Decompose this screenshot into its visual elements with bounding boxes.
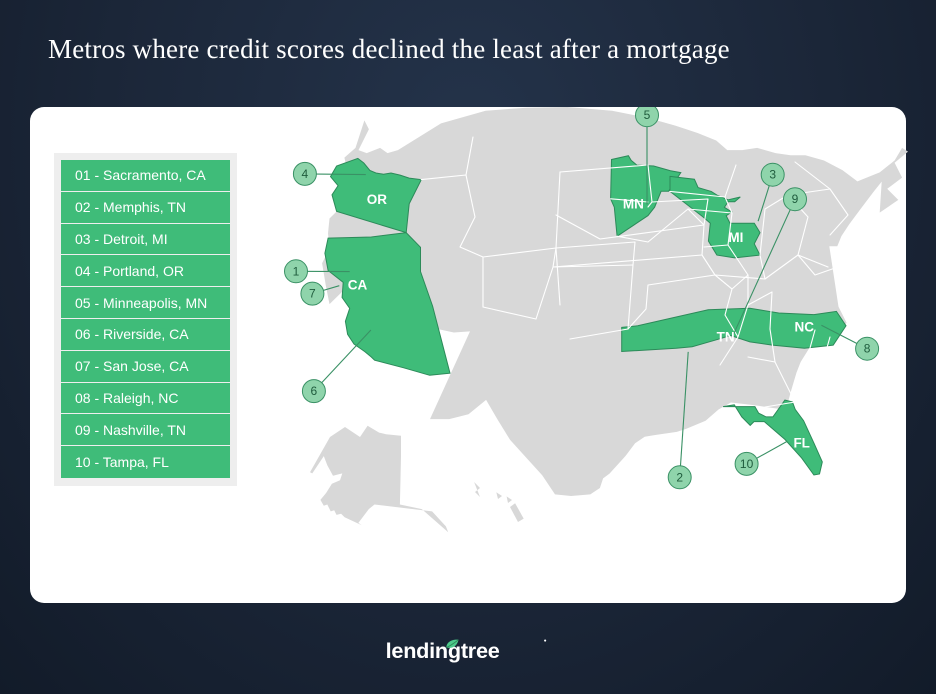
svg-text:7: 7 — [309, 287, 316, 301]
svg-text:8: 8 — [864, 342, 871, 356]
svg-text:TN: TN — [717, 330, 735, 345]
svg-text:lendingtree: lendingtree — [386, 638, 500, 663]
svg-text:FL: FL — [793, 436, 810, 451]
svg-text:5: 5 — [644, 108, 651, 122]
svg-text:6: 6 — [311, 384, 318, 398]
svg-text:MI: MI — [728, 230, 743, 245]
svg-text:3: 3 — [769, 168, 776, 182]
svg-text:2: 2 — [676, 470, 683, 484]
svg-text:NC: NC — [795, 319, 815, 334]
svg-text:10: 10 — [740, 457, 754, 471]
svg-text:1: 1 — [293, 264, 300, 278]
svg-text:MN: MN — [623, 197, 644, 212]
svg-text:OR: OR — [367, 192, 388, 207]
svg-text:CA: CA — [348, 278, 368, 293]
svg-text:9: 9 — [792, 192, 799, 206]
svg-text:4: 4 — [302, 167, 309, 181]
